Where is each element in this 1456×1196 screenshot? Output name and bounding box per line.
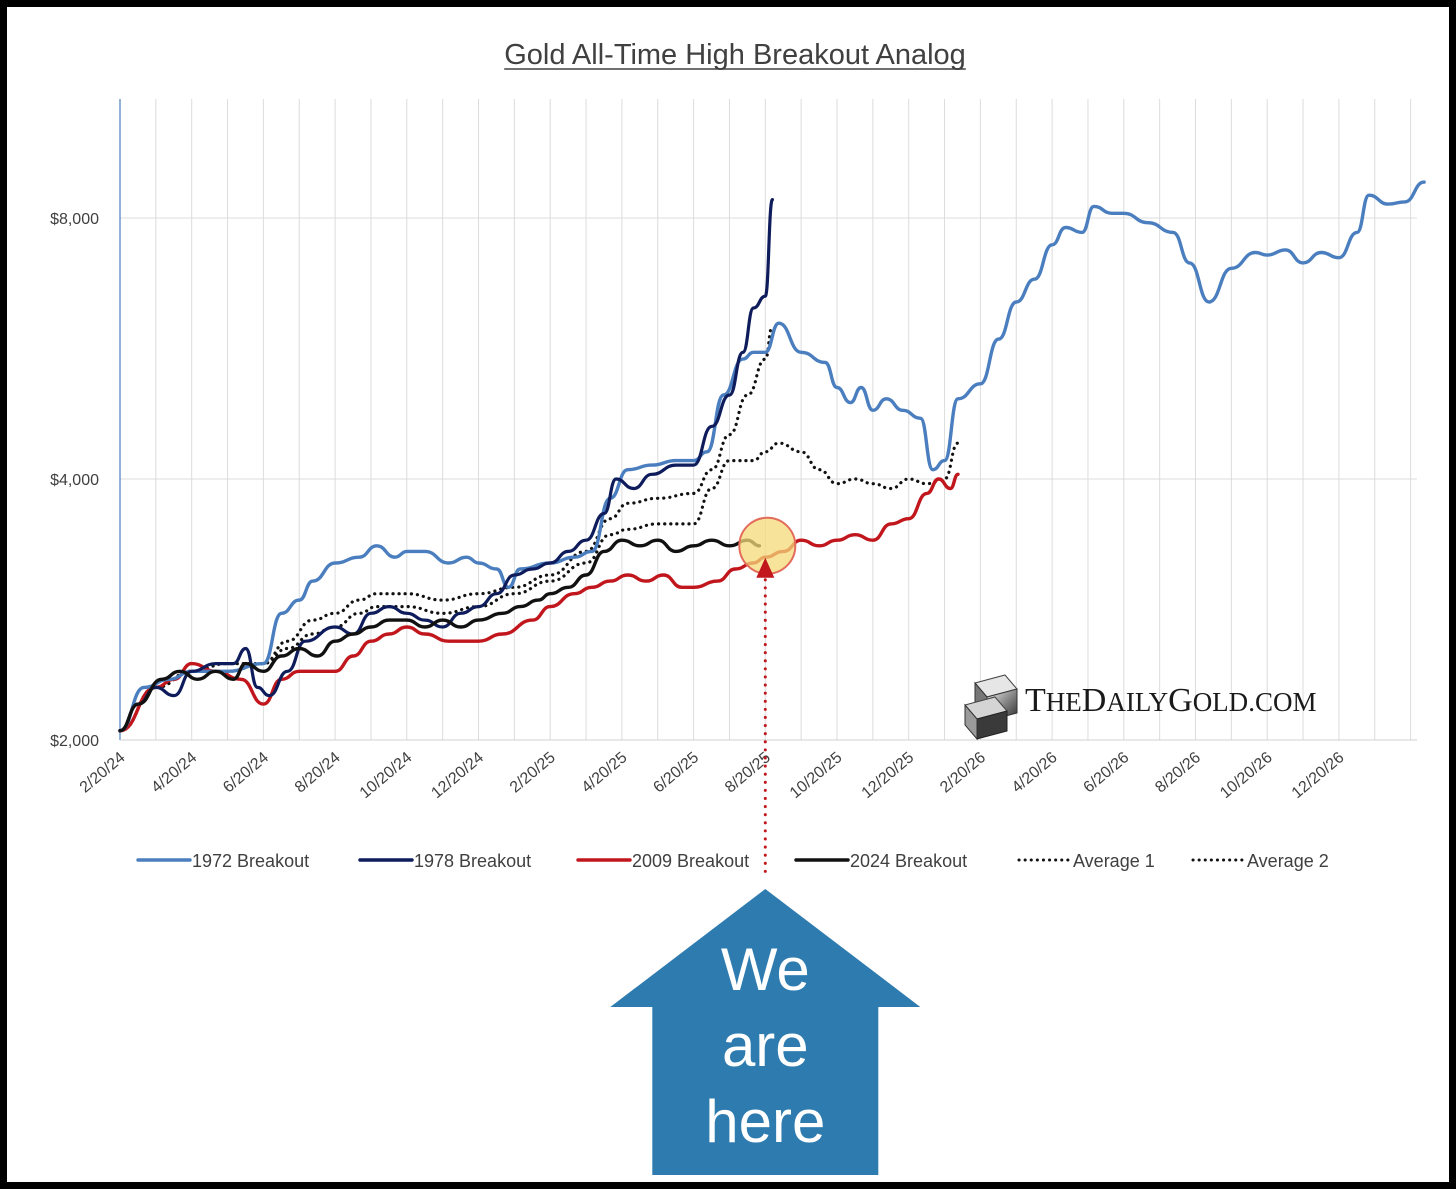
callout-text-line: are [722,1012,809,1079]
legend-label: Average 2 [1247,851,1329,871]
x-tick-label: 6/20/25 [650,749,702,796]
legend-label: 2024 Breakout [850,851,967,871]
up-arrow-callout-icon [610,889,921,1175]
x-tick-label: 12/20/26 [1289,749,1348,802]
x-tick-label: 2/20/26 [937,749,989,796]
pointer-triangle-icon [756,557,775,578]
series-lines [118,180,1426,733]
x-tick-label: 10/20/26 [1217,749,1276,802]
chart-title: Gold All-Time High Breakout Analog [504,39,966,71]
series-line-average-2 [118,441,960,733]
legend-label: 1978 Breakout [414,851,531,871]
y-tick-label: $4,000 [50,472,99,489]
x-tick-label: 8/20/26 [1152,749,1204,796]
x-tick-label: 2/20/24 [77,749,129,796]
x-tick-label: 8/20/24 [292,749,344,796]
x-tick-label: 6/20/24 [220,749,272,796]
chart: Gold All-Time High Breakout Analog $2,00… [50,39,1426,1175]
gridlines [120,99,1417,740]
legend-label: 1972 Breakout [192,851,309,871]
x-tick-label: 4/20/25 [579,749,631,796]
x-tick-label: 4/20/26 [1009,749,1061,796]
x-tick-label: 12/20/25 [859,749,918,802]
y-tick-label: $8,000 [50,211,99,228]
callout-text-line: We [721,936,810,1003]
x-tick-label: 10/20/24 [357,749,416,802]
legend-label: Average 1 [1073,851,1155,871]
y-axis-ticks: $2,000 $4,000 $8,000 [50,211,99,750]
legend-label: 2009 Breakout [632,851,749,871]
series-line-1972-breakout [118,180,1426,733]
annotations: We are here [610,516,921,1175]
series-line-2024-breakout [118,538,762,733]
brand-watermark: THEDAILYGOLD.COM [964,674,1316,741]
x-tick-label: 4/20/24 [148,749,200,796]
gold-bar-icon [964,674,1018,741]
x-tick-label: 2/20/25 [507,749,559,796]
series-line-1978-breakout [118,198,774,733]
series-line-average-1 [118,324,774,733]
x-tick-label: 10/20/25 [787,749,846,802]
y-tick-label: $2,000 [50,733,99,750]
legend: 1972 Breakout 1978 Breakout 2009 Breakout 2… [136,851,1329,871]
x-tick-label: 12/20/24 [428,749,487,802]
callout-text-line: here [705,1088,825,1155]
series-line-2009-breakout [118,472,960,733]
x-tick-label: 6/20/26 [1081,749,1133,796]
brand-text: THEDAILYGOLD.COM [1025,682,1316,719]
x-axis-ticks: 2/20/24 4/20/24 6/20/24 8/20/24 10/20/24 12/2… [77,749,1348,802]
